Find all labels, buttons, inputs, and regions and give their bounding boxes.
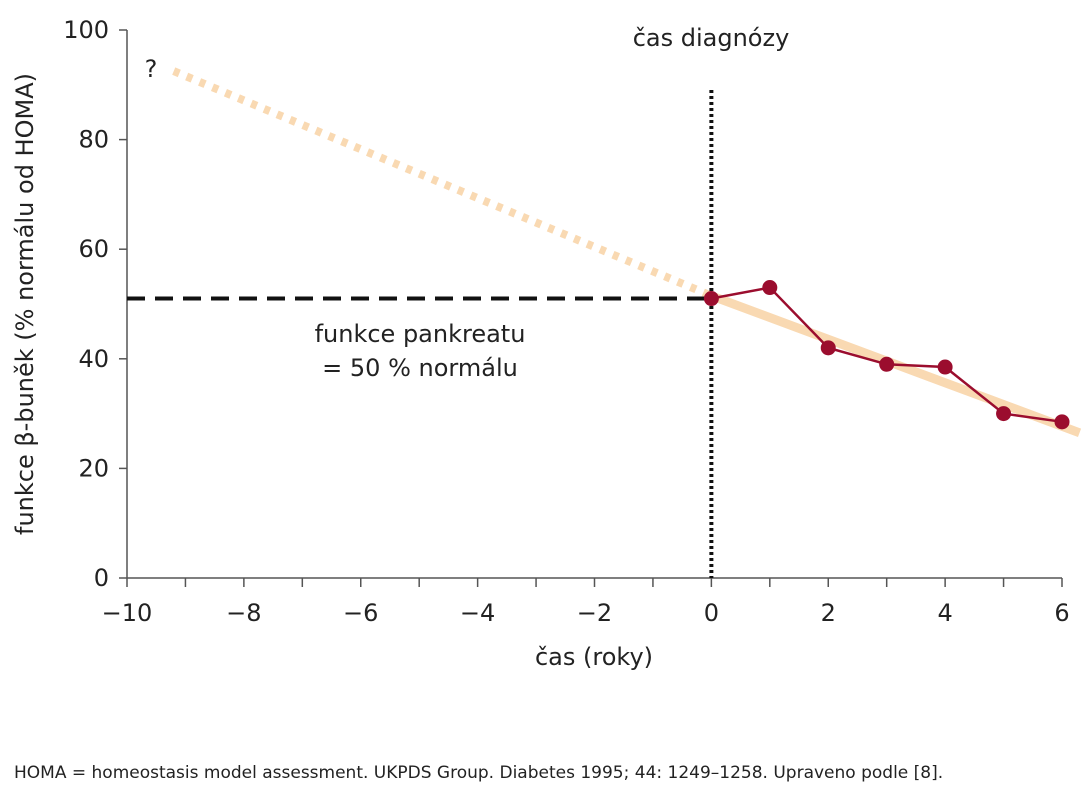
x-tick-label: −4 (460, 599, 495, 627)
extrapolated-trend-line (172, 67, 713, 300)
y-axis: 0 20 40 60 80 100 (63, 16, 128, 592)
question-mark: ? (145, 55, 158, 83)
data-point (703, 291, 719, 307)
x-axis: −10 −8 −6 −4 −2 0 2 4 6 (102, 577, 1070, 627)
data-point (937, 359, 953, 375)
data-point (879, 356, 895, 372)
y-tick-label: 20 (78, 454, 109, 482)
x-axis-title: čas (roky) (535, 643, 653, 671)
diagnosis-label: čas diagnózy (633, 24, 790, 52)
data-point (996, 406, 1012, 422)
x-tick-label: 0 (704, 599, 719, 627)
y-tick-label: 0 (94, 564, 109, 592)
data-series-line (711, 286, 1063, 424)
x-tick-label: 4 (937, 599, 952, 627)
x-ticks: −10 −8 −6 −4 −2 0 2 4 6 (102, 578, 1070, 627)
data-point (1054, 414, 1070, 430)
x-tick-label: −8 (226, 599, 261, 627)
x-tick-label: −6 (343, 599, 378, 627)
plot-area (127, 67, 1082, 578)
y-ticks: 0 20 40 60 80 100 (63, 16, 127, 592)
beta-cell-function-chart: 0 20 40 60 80 100 −10 −8 −6 −4 −2 0 2 4 6 funkce β-bu… (11, 16, 1082, 671)
pancreas-label-line-2: = 50 % normálu (322, 354, 518, 382)
x-tick-label: −10 (102, 599, 153, 627)
x-tick-label: 2 (821, 599, 836, 627)
pancreas-label-line-1: funkce pankreatu (315, 320, 526, 348)
x-tick-label: 6 (1054, 599, 1069, 627)
x-tick-label: −2 (577, 599, 612, 627)
data-point (762, 280, 778, 296)
y-tick-label: 60 (78, 235, 109, 263)
y-tick-label: 100 (63, 16, 109, 44)
y-axis-title: funkce β-buněk (% normálu od HOMA) (11, 73, 39, 535)
data-point (820, 340, 836, 356)
y-tick-label: 40 (78, 345, 109, 373)
footnote: HOMA = homeostasis model assessment. UKP… (14, 763, 944, 783)
y-tick-label: 80 (78, 126, 109, 154)
